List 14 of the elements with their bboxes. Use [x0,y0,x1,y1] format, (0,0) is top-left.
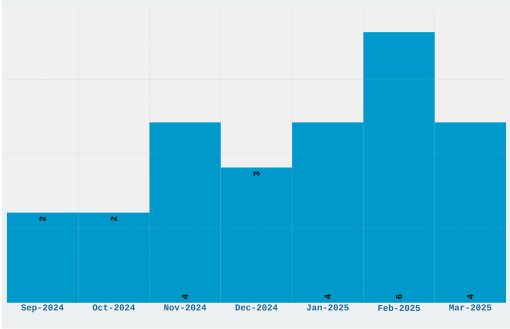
data-label: 4 [182,294,188,300]
x-tick-label: Jan-2025 [306,304,349,311]
data-label: 3 [253,172,260,176]
x-tick-label: Sep-2024 [21,304,64,312]
data-label: 4 [467,294,474,300]
data-label: 2 [39,216,46,222]
data-label: 2 [110,216,117,222]
data-label: 4 [324,294,331,300]
x-tick-label: Feb-2025 [378,304,420,312]
x-tick-label: Mar-2025 [449,304,492,311]
x-tick-label: Dec-2024 [236,304,278,311]
data-label: 6 [396,294,402,299]
x-tick-label: Nov-2024 [164,304,206,311]
x-tick-label: Oct-2024 [92,304,135,311]
